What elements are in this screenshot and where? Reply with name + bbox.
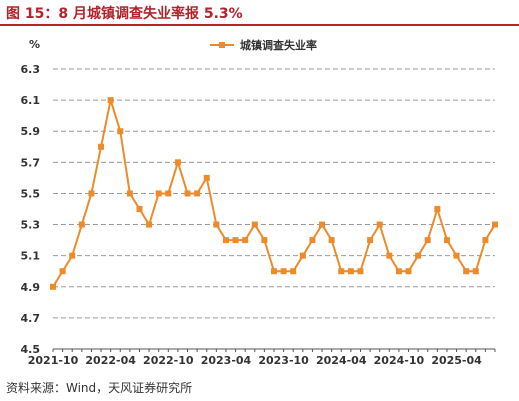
y-tick-label: 5.7 bbox=[21, 156, 41, 169]
grid-lines bbox=[53, 68, 495, 319]
y-tick-label: 6.1 bbox=[21, 94, 41, 107]
data-point bbox=[136, 206, 143, 212]
legend-label: 城镇调查失业率 bbox=[240, 38, 317, 52]
data-point bbox=[242, 237, 249, 244]
data-point bbox=[69, 252, 76, 259]
data-point bbox=[453, 252, 460, 259]
data-point bbox=[395, 268, 402, 275]
data-point bbox=[194, 190, 201, 197]
y-tick-label: 6.3 bbox=[21, 63, 41, 76]
y-tick-label: 4.5 bbox=[21, 343, 41, 356]
data-point bbox=[222, 237, 229, 244]
data-point bbox=[376, 221, 383, 228]
x-tick-label: 2023-04 bbox=[201, 354, 252, 367]
data-point bbox=[328, 237, 335, 244]
legend: 城镇调查失业率 bbox=[210, 38, 317, 52]
x-tick-label: 2024-04 bbox=[316, 354, 367, 367]
legend-marker bbox=[219, 42, 225, 48]
data-point bbox=[290, 268, 297, 275]
data-point bbox=[126, 190, 133, 197]
data-point bbox=[146, 221, 153, 228]
series-line bbox=[50, 97, 498, 290]
data-point bbox=[88, 190, 95, 197]
data-point bbox=[261, 237, 268, 244]
data-point bbox=[434, 206, 441, 212]
x-tick-label: 2021-10 bbox=[28, 354, 79, 367]
data-point bbox=[482, 237, 489, 244]
data-point bbox=[405, 268, 412, 275]
y-tick-label: 4.9 bbox=[21, 281, 41, 294]
data-point bbox=[492, 221, 498, 228]
y-tick-label: 5.1 bbox=[21, 250, 41, 263]
title-bar: 图 15：8 月城镇调查失业率报 5.3% bbox=[0, 0, 519, 26]
data-point bbox=[472, 268, 479, 275]
data-point bbox=[251, 221, 258, 228]
data-point bbox=[424, 237, 431, 244]
data-point bbox=[463, 268, 470, 275]
data-point bbox=[443, 237, 450, 244]
data-point bbox=[271, 268, 277, 275]
data-point bbox=[299, 252, 306, 259]
data-point bbox=[415, 252, 422, 259]
data-point bbox=[59, 268, 66, 275]
data-point bbox=[203, 174, 210, 181]
y-tick-label: 5.3 bbox=[21, 219, 41, 232]
data-point bbox=[107, 97, 114, 104]
x-axis-ticks: 2021-10 2022-04 2022-10 2023-04 2023-10 2024-… bbox=[28, 349, 496, 367]
data-point bbox=[184, 190, 191, 197]
y-tick-label: 4.7 bbox=[21, 312, 41, 325]
data-point bbox=[367, 237, 374, 244]
data-point bbox=[213, 221, 220, 228]
data-point bbox=[78, 221, 85, 228]
data-point bbox=[309, 237, 316, 244]
x-tick-label: 2022-04 bbox=[85, 354, 136, 367]
y-tick-label: 5.9 bbox=[21, 125, 41, 138]
data-point bbox=[347, 268, 354, 275]
data-point bbox=[117, 128, 124, 135]
y-tick-label: 5.5 bbox=[21, 187, 41, 200]
data-point bbox=[174, 159, 181, 166]
data-point bbox=[98, 143, 105, 150]
y-axis-ticks: 4.5 4.7 4.9 5.1 5.3 5.5 5.7 5.9 6.1 6.3 bbox=[21, 63, 41, 356]
data-point bbox=[357, 268, 364, 275]
x-tick-label: 2025-04 bbox=[431, 354, 482, 367]
data-point bbox=[50, 283, 56, 290]
y-axis-unit: % bbox=[29, 38, 40, 51]
data-point bbox=[386, 252, 393, 259]
data-point bbox=[338, 268, 345, 275]
chart-title: 图 15：8 月城镇调查失业率报 5.3% bbox=[6, 6, 243, 22]
x-tick-label: 2024-10 bbox=[374, 354, 425, 367]
data-point bbox=[280, 268, 287, 275]
data-point bbox=[165, 190, 172, 197]
x-tick-label: 2023-10 bbox=[258, 354, 309, 367]
x-tick-label: 2022-10 bbox=[143, 354, 194, 367]
source-note: 资料来源：Wind，天风证券研究所 bbox=[6, 381, 193, 395]
data-point bbox=[232, 237, 239, 244]
data-point bbox=[319, 221, 326, 228]
data-point bbox=[155, 190, 162, 197]
